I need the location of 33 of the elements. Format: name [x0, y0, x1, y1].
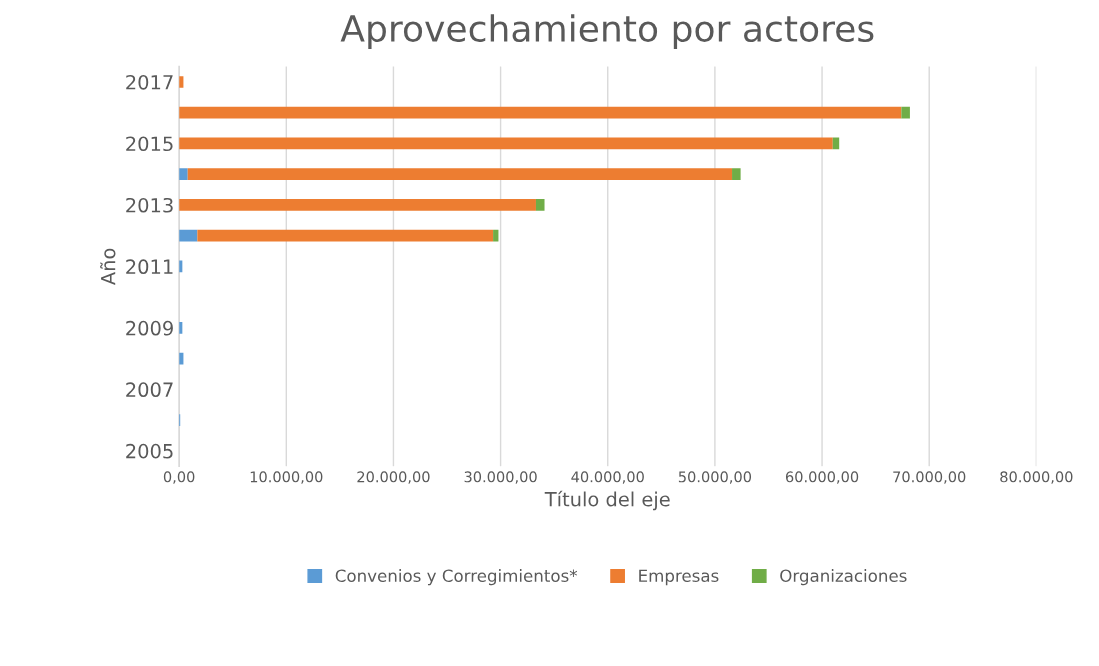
x-tick-label: 30.000,00: [464, 471, 537, 484]
y-axis-title: Año: [100, 248, 116, 286]
chart-title: Aprovechamiento por actores: [340, 14, 874, 50]
x-tick-label: 20.000,00: [357, 471, 430, 484]
y-tick-label: 2015: [126, 136, 173, 152]
bar: [535, 199, 545, 211]
bar: [179, 137, 833, 150]
y-tick-label: 2005: [126, 443, 173, 459]
legend-label: Empresas: [639, 569, 719, 586]
bar: [901, 106, 910, 119]
x-tick-label: 40.000,00: [571, 471, 644, 484]
x-tick-label: 0,00: [163, 471, 195, 484]
legend-label: Convenios y Corregimientos*: [335, 569, 578, 586]
x-tick-label: 80.000,00: [1000, 471, 1073, 484]
x-tick-label: 50.000,00: [678, 471, 752, 484]
bar: [179, 229, 198, 242]
bar: [179, 106, 902, 119]
bar: [179, 199, 536, 211]
x-axis-title: Título del eje: [544, 490, 670, 511]
x-tick-label: 70.000,00: [893, 471, 966, 484]
x-tick-label: 10.000,00: [250, 471, 323, 484]
bar: [493, 229, 499, 242]
y-tick-label: 2009: [126, 320, 173, 336]
legend-label: Organizaciones: [780, 569, 907, 586]
x-tick-label: 60.000,00: [785, 471, 859, 484]
y-tick-label: 2017: [126, 74, 173, 90]
bar: [197, 229, 494, 242]
bar: [187, 168, 733, 181]
bar: [179, 168, 188, 181]
y-tick-label: 2011: [126, 259, 173, 275]
y-tick-label: 2013: [126, 197, 173, 213]
y-tick-label: 2007: [126, 382, 173, 398]
bar: [732, 168, 741, 181]
